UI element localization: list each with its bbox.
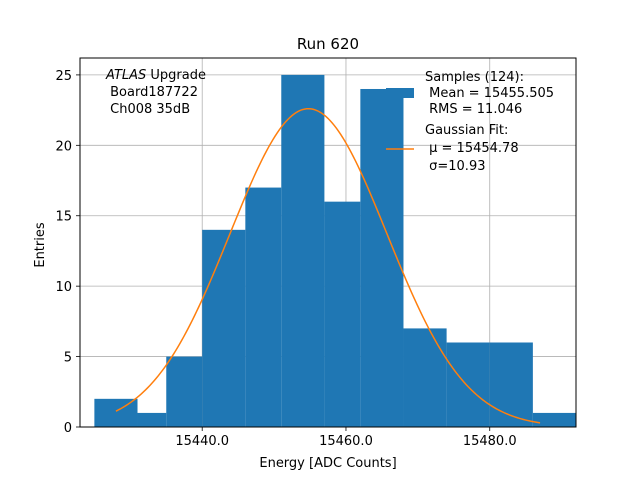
- gaussian-fit: [115, 107, 541, 424]
- axis-ticks: 15440.0 15460.0 15480.0 0 5 10 15 20 25: [55, 69, 516, 449]
- legend-fit-line-1: Gaussian Fit:: [425, 123, 508, 138]
- annotation-upgrade-word: Upgrade: [146, 68, 206, 83]
- histogram-bars: [94, 74, 576, 428]
- y-tick-label: 15: [55, 210, 72, 225]
- atlas-annotation: ATLAS Upgrade Board187722 Ch008 35dB: [105, 68, 206, 117]
- histogram-bar: [532, 412, 576, 427]
- legend-samples-line-2: Mean = 15455.505: [425, 86, 554, 101]
- x-tick-label: 15460.0: [319, 434, 373, 449]
- annotation-line-1: ATLAS Upgrade: [105, 68, 206, 83]
- histogram-bar: [94, 398, 138, 427]
- histogram-bar: [166, 356, 203, 427]
- legend-samples-line-3: RMS = 11.046: [425, 102, 522, 117]
- y-tick-label: 0: [64, 421, 72, 436]
- histogram-bar: [245, 187, 282, 427]
- annotation-atlas-word: ATLAS: [105, 68, 146, 83]
- plot-area-frame: [79, 57, 577, 428]
- histogram-bar: [403, 328, 447, 427]
- histogram-bar: [446, 342, 490, 427]
- legend-samples-line-1: Samples (124):: [425, 70, 524, 85]
- y-tick-label: 25: [55, 69, 72, 84]
- gaussian-fit-line: [115, 107, 541, 424]
- y-axis-label: Entries: [33, 222, 48, 268]
- histogram-bar: [489, 342, 533, 427]
- legend-fit-line-2: μ = 15454.78: [425, 141, 519, 156]
- histogram-bar: [202, 229, 246, 427]
- x-tick-label: 15480.0: [463, 434, 517, 449]
- histogram-bar: [137, 412, 167, 427]
- chart-title: Run 620: [297, 35, 359, 53]
- legend-samples-swatch: [386, 88, 414, 98]
- x-tick-label: 15440.0: [175, 434, 229, 449]
- legend: Samples (124): Mean = 15455.505 RMS = 11…: [386, 70, 554, 174]
- y-tick-label: 10: [55, 280, 72, 295]
- annotation-line-3: Ch008 35dB: [106, 102, 190, 117]
- histogram-bar: [324, 201, 361, 427]
- y-tick-label: 5: [64, 351, 72, 366]
- y-tick-label: 20: [55, 139, 72, 154]
- x-axis-label: Energy [ADC Counts]: [259, 456, 396, 471]
- annotation-line-2: Board187722: [106, 85, 198, 100]
- histogram-bar: [281, 74, 325, 428]
- legend-fit-line-3: σ=10.93: [425, 159, 485, 174]
